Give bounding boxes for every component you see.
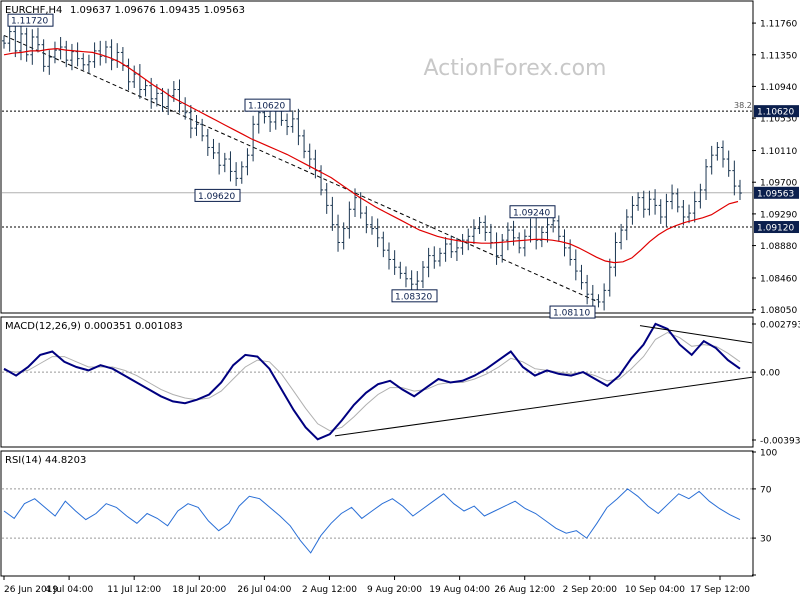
ma-line	[3, 47, 739, 264]
annotation-label: 1.11720	[11, 17, 48, 27]
price-tick-label: 1.11350	[760, 51, 797, 61]
rsi-title: RSI(14) 44.8203	[5, 455, 86, 466]
time-tick-label: 26 Jun 2019	[4, 585, 58, 595]
annotation-box	[391, 289, 438, 303]
annotation-label: 1.10620	[248, 102, 285, 112]
ohlc-readout: 1.09637 1.09676 1.09435 1.09563	[70, 5, 245, 16]
price-downtrend-line	[3, 34, 599, 303]
rsi-tick-label: 70	[760, 485, 772, 495]
time-tick-label: 17 Sep 12:00	[690, 585, 750, 595]
time-tick-label: 9 Aug 20:00	[367, 585, 422, 595]
rsi-pane[interactable]	[0, 450, 754, 577]
macd-signal-line	[3, 331, 741, 432]
current-price-box	[754, 186, 799, 199]
watermark: ActionForex.com	[424, 56, 607, 81]
moving-average	[3, 47, 739, 264]
price-annotations: 1.11720 1.10620 1.09620 1.08320 1.09240 1.081…	[7, 13, 596, 319]
macd-title: MACD(12,26,9) 0.000351 0.001083	[5, 321, 183, 332]
price-tick-label: 1.10110	[760, 147, 797, 157]
price-tick-label: 1.09290	[760, 210, 797, 220]
level-price-label: 1.10620	[757, 108, 794, 118]
price-title: EURCHF,H4	[5, 5, 62, 16]
level-price-label: 1.09120	[757, 224, 794, 234]
rsi-tick-label: 30	[760, 535, 772, 545]
time-tick-label: 2 Aug 12:00	[302, 585, 357, 595]
current-price-label: 1.09563	[757, 189, 794, 199]
price-tick-label: 1.09700	[760, 179, 797, 189]
annotation-box	[194, 188, 241, 202]
macd-tick-label: -0.003938	[760, 437, 800, 447]
rsi-plot	[2, 488, 752, 554]
macd-tick-label: 0.00	[760, 369, 780, 379]
macd-pane[interactable]	[0, 316, 754, 448]
annotation-box	[7, 13, 54, 27]
macd-resistance-trendline	[639, 325, 753, 344]
price-tick-label: 1.08460	[760, 275, 797, 285]
time-tick-label: 26 Aug 12:00	[494, 585, 555, 595]
time-tick-label: 11 Jul 12:00	[107, 585, 161, 595]
candles	[2, 23, 742, 311]
macd-plot	[2, 322, 753, 441]
annotation-box	[509, 205, 556, 219]
level-price-box	[754, 221, 799, 234]
price-tick-label: 1.08050	[760, 306, 797, 316]
level-price-box	[754, 105, 799, 118]
macd-support-trendline	[334, 376, 753, 437]
price-tick-label: 1.10940	[760, 83, 797, 93]
annotation-box	[549, 305, 596, 319]
rsi-line	[3, 488, 741, 554]
macd-line	[3, 322, 741, 441]
price-axis: 1.11760 1.11350 1.10940 1.10530 1.10110 1.097…	[752, 20, 799, 316]
time-tick-label: 19 Aug 04:00	[429, 585, 490, 595]
time-tick-label: 26 Jul 04:00	[237, 585, 291, 595]
price-pane[interactable]	[0, 0, 754, 314]
price-tick-label: 1.10530	[760, 115, 797, 125]
annotation-label: 1.08110	[553, 309, 590, 319]
time-tick-label: 10 Sep 04:00	[625, 585, 685, 595]
time-tick-label: 2 Sep 20:00	[563, 585, 618, 595]
annotation-box	[244, 98, 291, 112]
annotation-label: 1.08320	[395, 292, 432, 302]
trendlines	[3, 34, 599, 303]
macd-tick-label: 0.002793	[760, 321, 800, 331]
time-tick-label: 4 Jul 04:00	[45, 585, 94, 595]
macd-axis: 0.002793 0.00 -0.003938	[752, 321, 800, 447]
rsi-axis: 100 70 30	[752, 449, 777, 576]
time-tick-label: 18 Jul 20:00	[172, 585, 226, 595]
price-tick-label: 1.11760	[760, 20, 797, 30]
price-tick-label: 1.08880	[760, 242, 797, 252]
fib-label: 38.2	[734, 101, 752, 110]
annotation-label: 1.09240	[513, 208, 550, 218]
annotation-label: 1.09620	[198, 192, 235, 202]
rsi-tick-label: 100	[760, 449, 777, 459]
